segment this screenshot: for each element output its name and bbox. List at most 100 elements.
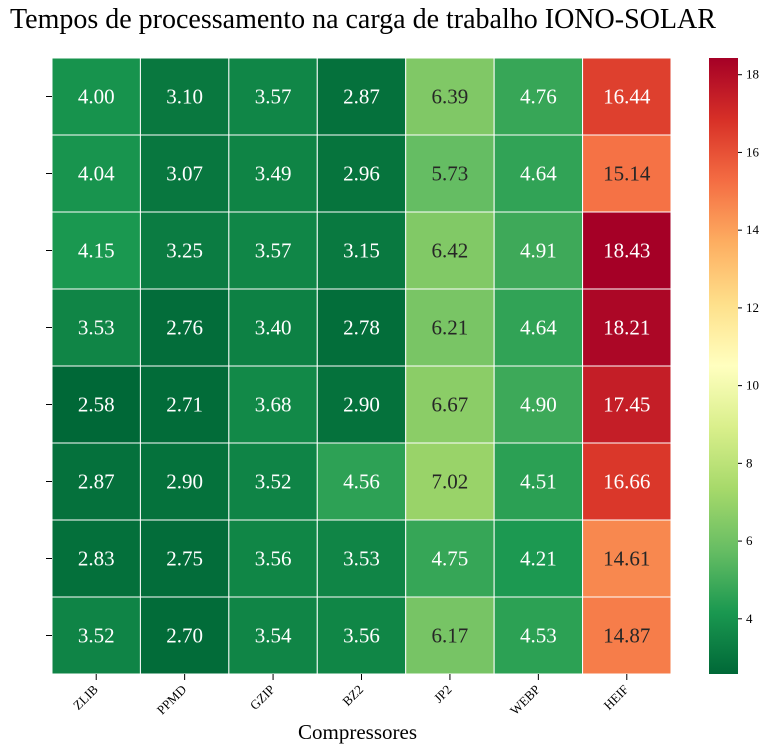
heatmap-cell bbox=[228, 365, 318, 444]
cell-value-label: 2.90 bbox=[343, 393, 380, 417]
heatmap-cell bbox=[582, 57, 672, 136]
cell-value-label: 4.56 bbox=[343, 470, 380, 494]
heatmap-cell bbox=[228, 134, 318, 213]
colorbar-tick-label: 14 bbox=[746, 222, 760, 237]
heatmap-cell bbox=[493, 442, 584, 521]
cell-value-label: 16.66 bbox=[603, 470, 650, 494]
cell-value-label: 2.58 bbox=[78, 393, 115, 417]
cell-value-label: 4.76 bbox=[520, 85, 557, 109]
heatmap-cell bbox=[139, 211, 230, 290]
cell-value-label: 4.53 bbox=[520, 624, 557, 648]
x-tick-label: HEIF bbox=[600, 682, 631, 713]
cell-value-label: 7.02 bbox=[432, 470, 469, 494]
cell-value-label: 2.78 bbox=[343, 316, 380, 340]
heatmap-cell bbox=[139, 57, 230, 136]
cell-value-label: 3.53 bbox=[343, 547, 380, 571]
heatmap-cell bbox=[316, 442, 407, 521]
cell-value-label: 2.71 bbox=[166, 393, 203, 417]
cell-value-label: 6.67 bbox=[432, 393, 469, 417]
cell-value-label: 3.56 bbox=[343, 624, 380, 648]
cell-value-label: 4.64 bbox=[520, 162, 557, 186]
cell-value-label: 2.83 bbox=[78, 547, 115, 571]
heatmap-cell bbox=[51, 57, 141, 136]
cell-value-label: 16.44 bbox=[603, 85, 651, 109]
heatmap-cell bbox=[139, 519, 230, 598]
colorbar-tick-label: 10 bbox=[746, 378, 759, 393]
heatmap-cell bbox=[51, 442, 141, 521]
colorbar-gradient bbox=[709, 58, 738, 674]
cell-value-label: 2.75 bbox=[166, 547, 203, 571]
colorbar-tick-label: 12 bbox=[746, 300, 759, 315]
cell-value-label: 6.39 bbox=[432, 85, 469, 109]
cell-value-label: 2.87 bbox=[343, 85, 380, 109]
cell-value-label: 4.90 bbox=[520, 393, 557, 417]
chart-title: Tempos de processamento na carga de trab… bbox=[10, 4, 716, 35]
heatmap-cell bbox=[51, 519, 141, 598]
heatmap-cell bbox=[582, 134, 672, 213]
heatmap-cell bbox=[316, 211, 407, 290]
x-tick-label: WEBP bbox=[507, 682, 543, 718]
heatmap-cell bbox=[139, 365, 230, 444]
heatmap-cell bbox=[228, 519, 318, 598]
heatmap-cell bbox=[316, 288, 407, 367]
x-axis-label: Compressores bbox=[298, 720, 417, 744]
cell-value-label: 4.15 bbox=[78, 239, 115, 263]
heatmap-cell bbox=[405, 134, 495, 213]
cell-value-label: 18.43 bbox=[603, 239, 650, 263]
x-tick-label: GZIP bbox=[247, 682, 278, 713]
cell-value-label: 3.57 bbox=[255, 239, 292, 263]
heatmap-cell bbox=[405, 211, 495, 290]
cell-value-label: 3.49 bbox=[255, 162, 292, 186]
y-axis-ticks bbox=[46, 96, 52, 636]
cell-value-label: 4.64 bbox=[520, 316, 557, 340]
cell-value-label: 5.73 bbox=[432, 162, 469, 186]
cell-value-label: 2.76 bbox=[166, 316, 203, 340]
cell-value-label: 4.51 bbox=[520, 470, 557, 494]
cell-value-label: 6.42 bbox=[432, 239, 469, 263]
colorbar-tick-label: 18 bbox=[746, 67, 759, 82]
heatmap-cell bbox=[582, 288, 672, 367]
heatmap-cell bbox=[316, 519, 407, 598]
cell-value-label: 3.54 bbox=[255, 624, 292, 648]
heatmap-cell bbox=[582, 596, 672, 675]
heatmap-cell bbox=[405, 519, 495, 598]
heatmap-annotations: 4.00 3.10 3.57 2.87 6.39 4.76 16.44 4.04 3.07 3.4… bbox=[78, 85, 651, 648]
cell-value-label: 3.10 bbox=[166, 85, 203, 109]
heatmap-cell bbox=[139, 596, 230, 675]
cell-value-label: 3.57 bbox=[255, 85, 292, 109]
heatmap-cell bbox=[228, 211, 318, 290]
x-tick-label: ZLIB bbox=[70, 682, 101, 713]
heatmap-cell bbox=[51, 365, 141, 444]
heatmap-cell bbox=[582, 442, 672, 521]
cell-value-label: 4.00 bbox=[78, 85, 115, 109]
colorbar-tick-label: 16 bbox=[746, 144, 760, 159]
heatmap-cells bbox=[51, 57, 672, 675]
x-tick-label: JP2 bbox=[431, 682, 455, 706]
heatmap-cell bbox=[582, 365, 672, 444]
cell-value-label: 3.56 bbox=[255, 547, 292, 571]
cell-value-label: 2.90 bbox=[166, 470, 203, 494]
cell-value-label: 4.21 bbox=[520, 547, 557, 571]
cell-value-label: 3.68 bbox=[255, 393, 292, 417]
cell-value-label: 3.52 bbox=[255, 470, 292, 494]
cell-value-label: 4.04 bbox=[78, 162, 115, 186]
cell-value-label: 15.14 bbox=[603, 162, 651, 186]
colorbar-tick-label: 6 bbox=[746, 533, 753, 548]
x-axis-ticks: ZLIB PPMD GZIP BZ2 JP2 WEBP HEIF bbox=[70, 674, 631, 718]
heatmap-cell bbox=[582, 211, 672, 290]
heatmap-cell bbox=[582, 519, 672, 598]
heatmap-cell bbox=[493, 134, 584, 213]
cell-value-label: 17.45 bbox=[603, 393, 650, 417]
x-tick-label: PPMD bbox=[154, 682, 190, 718]
colorbar: 4 6 8 10 12 14 16 18 bbox=[709, 58, 760, 674]
cell-value-label: 6.17 bbox=[432, 624, 469, 648]
heatmap-cell bbox=[228, 57, 318, 136]
heatmap-cell bbox=[493, 211, 584, 290]
cell-value-label: 6.21 bbox=[432, 316, 469, 340]
cell-value-label: 2.70 bbox=[166, 624, 203, 648]
cell-value-label: 4.91 bbox=[520, 239, 557, 263]
heatmap-cell bbox=[493, 596, 584, 675]
cell-value-label: 3.40 bbox=[255, 316, 292, 340]
heatmap-cell bbox=[405, 596, 495, 675]
